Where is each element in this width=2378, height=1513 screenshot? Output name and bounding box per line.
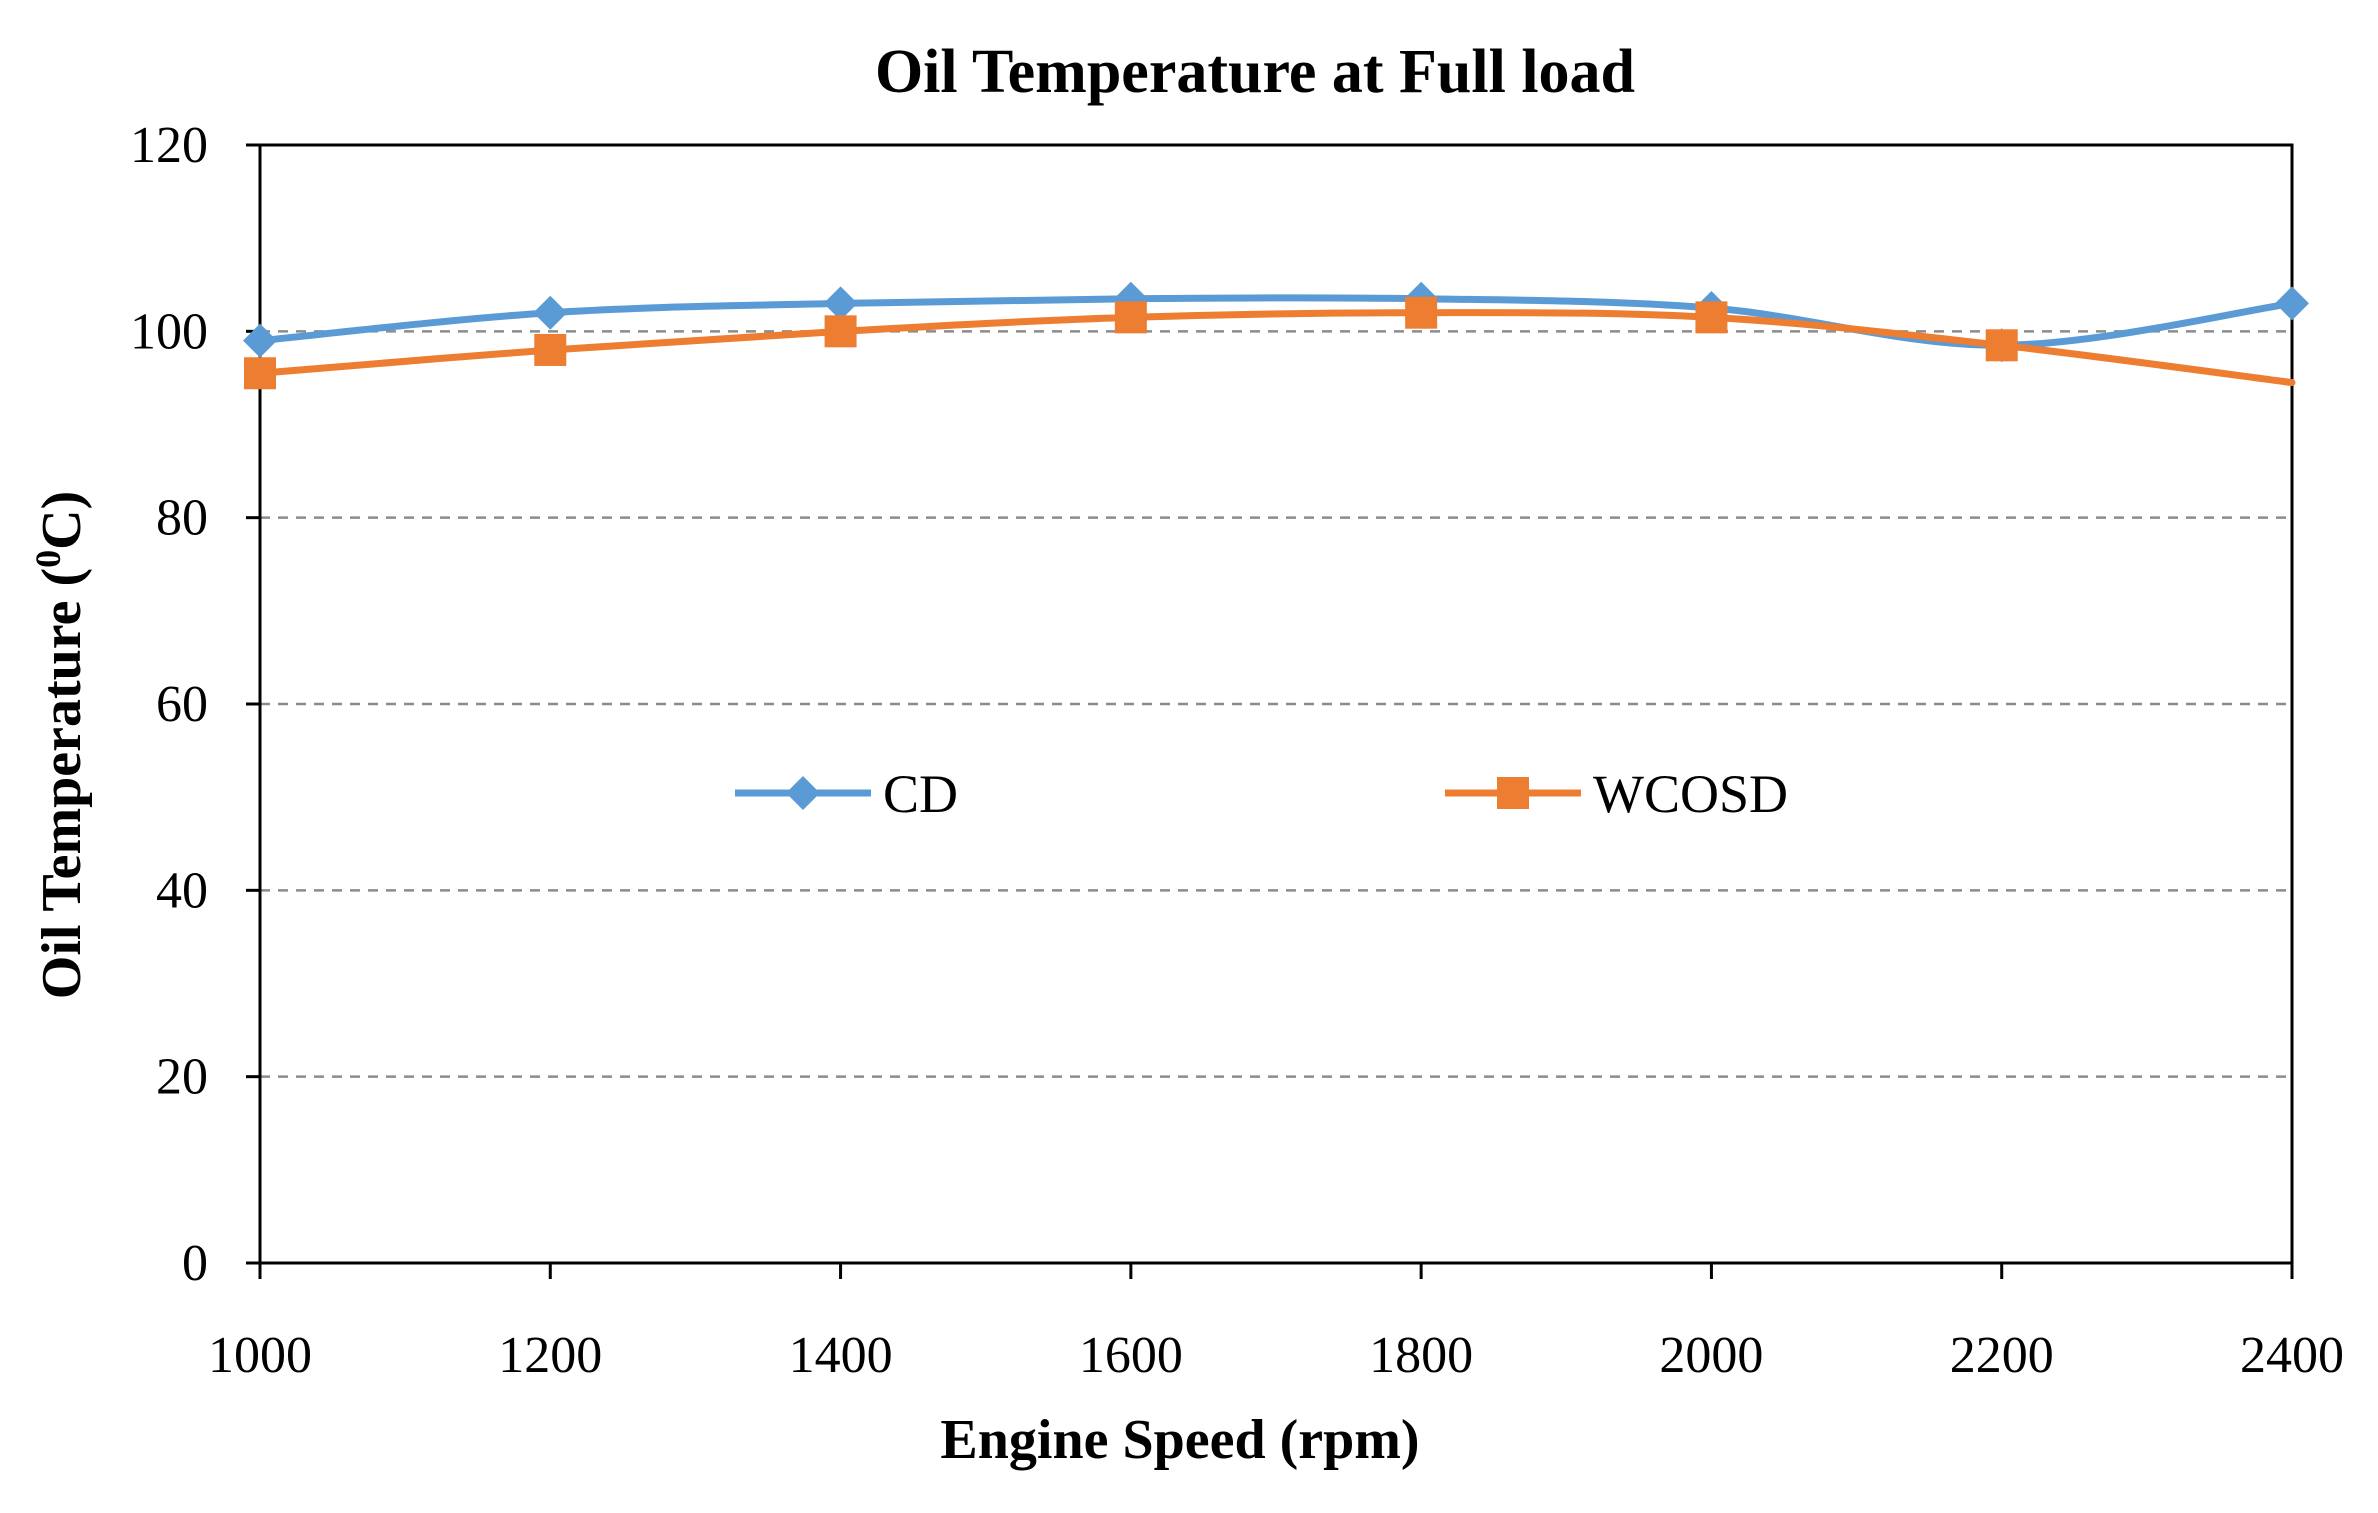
y-tick-label: 20 [156, 1049, 208, 1106]
x-tick-label: 2000 [1659, 1327, 1763, 1384]
y-axis-title: Oil Temperature (0C) [28, 491, 93, 999]
gridlines [260, 330, 2292, 1078]
series-wcosd-point [244, 357, 276, 390]
series-cd-point [533, 295, 568, 330]
x-axis-title: Engine Speed (rpm) [940, 1409, 1419, 1471]
series-wcosd-point [1405, 296, 1438, 329]
x-tick-label: 1400 [789, 1327, 893, 1384]
y-axis-ticks: 0 20 40 60 80 100 120 [130, 117, 260, 1292]
legend-item-wcosd: WCOSD [1445, 764, 1788, 824]
series-wcosd [244, 296, 2296, 390]
x-tick-label: 1200 [498, 1327, 602, 1384]
y-axis-title-main: Oil Temperature ( [31, 568, 93, 999]
series-wcosd-point [534, 333, 567, 366]
x-axis-ticks: 1000 1200 1400 1600 1800 2000 2200 2400 [208, 1263, 2344, 1384]
series-wcosd-point [1695, 301, 1728, 334]
y-tick-label: 120 [130, 117, 208, 174]
series-cd-point [243, 323, 277, 358]
y-tick-label: 0 [182, 1235, 208, 1292]
series-wcosd-point [1114, 301, 1147, 334]
y-axis-title-end: C) [31, 491, 93, 550]
legend-label-wcosd: WCOSD [1593, 764, 1788, 824]
series-cd-point [2275, 286, 2309, 321]
y-tick-label: 100 [130, 303, 208, 360]
series-cd-point [823, 286, 858, 321]
legend: CD WCOSD [735, 764, 1788, 824]
y-tick-label: 40 [156, 862, 208, 919]
legend-marker-wcosd [1497, 777, 1529, 809]
series-wcosd-line [256, 309, 2296, 387]
y-tick-label: 60 [156, 676, 208, 733]
y-tick-label: 80 [156, 490, 208, 547]
series-wcosd-point [1985, 329, 2018, 362]
legend-marker-cd [786, 776, 820, 810]
series-wcosd-point [824, 315, 857, 348]
legend-item-cd: CD [735, 764, 958, 824]
x-tick-label: 2200 [1950, 1327, 2054, 1384]
y-axis-title-sup: 0 [28, 550, 68, 568]
legend-label-cd: CD [883, 764, 958, 824]
x-tick-label: 2400 [2240, 1327, 2344, 1384]
x-tick-label: 1800 [1369, 1327, 1473, 1384]
chart-title: Oil Temperature at Full load [875, 38, 1635, 106]
series-layer [243, 281, 2309, 390]
x-tick-label: 1600 [1079, 1327, 1183, 1384]
x-tick-label: 1000 [208, 1327, 312, 1384]
